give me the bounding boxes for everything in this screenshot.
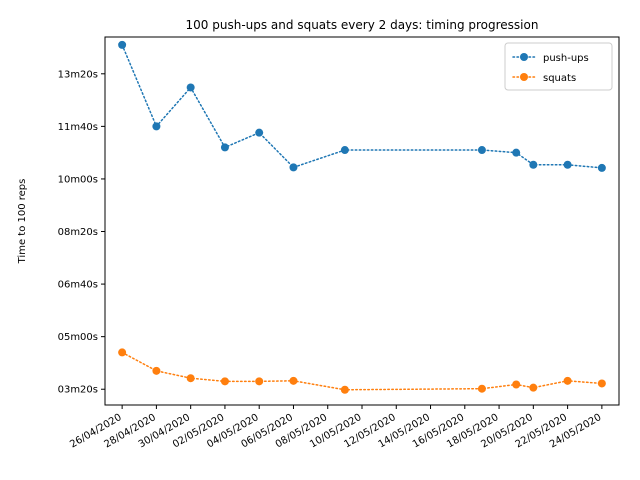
push-ups-data-point [563, 160, 572, 169]
squats-data-point [529, 383, 538, 392]
push-ups-data-point [340, 146, 349, 155]
y-axis-label: Time to 100 reps [17, 179, 28, 265]
squats-data-point [563, 376, 572, 385]
push-ups-data-point [220, 143, 229, 152]
chart-title: 100 push-ups and squats every 2 days: ti… [186, 18, 539, 32]
push-ups-data-point [118, 40, 127, 49]
squats-legend-marker [520, 73, 528, 81]
squats-data-point [220, 377, 229, 386]
y-tick-label: 13m20s [58, 69, 98, 80]
squats-data-point [477, 384, 486, 393]
squats-data-point [186, 374, 195, 383]
y-tick-label: 11m40s [58, 122, 98, 133]
push-ups-data-point [255, 128, 264, 137]
y-tick-label: 10m00s [58, 174, 98, 185]
push-ups-series-line [121, 44, 603, 169]
push-ups-legend-marker [520, 53, 528, 61]
y-tick-label: 03m20s [58, 385, 98, 396]
push-ups-data-point [289, 163, 298, 172]
push-ups-legend-label: push-ups [543, 53, 589, 64]
squats-series-line [121, 351, 603, 391]
plot-content [118, 40, 606, 394]
squats-legend-label: squats [543, 73, 576, 84]
squats-data-point [255, 377, 264, 386]
squats-data-point [152, 366, 161, 375]
y-tick-label: 08m20s [58, 227, 98, 238]
push-ups-data-point [529, 160, 538, 169]
squats-data-point [340, 385, 349, 394]
legend-box [504, 42, 613, 91]
push-ups-data-point [597, 163, 606, 172]
push-ups-data-point [477, 146, 486, 155]
y-tick-label: 06m40s [58, 280, 98, 291]
x-axis: 26/04/202028/04/202030/04/202002/05/2020… [68, 405, 603, 450]
squats-data-point [597, 379, 606, 388]
push-ups-data-point [512, 148, 521, 157]
push-ups-data-point [152, 122, 161, 131]
y-axis: 03m20s 05m00s 06m40s 08m20s 10m00s 11m40s 13m2… [58, 69, 105, 396]
legend: push-ups squats [504, 42, 613, 91]
plot-frame [104, 36, 620, 406]
squats-data-point [118, 348, 127, 357]
squats-data-point [289, 376, 298, 385]
y-tick-label: 05m00s [58, 332, 98, 343]
push-ups-data-point [186, 83, 195, 92]
squats-data-point [512, 380, 521, 389]
